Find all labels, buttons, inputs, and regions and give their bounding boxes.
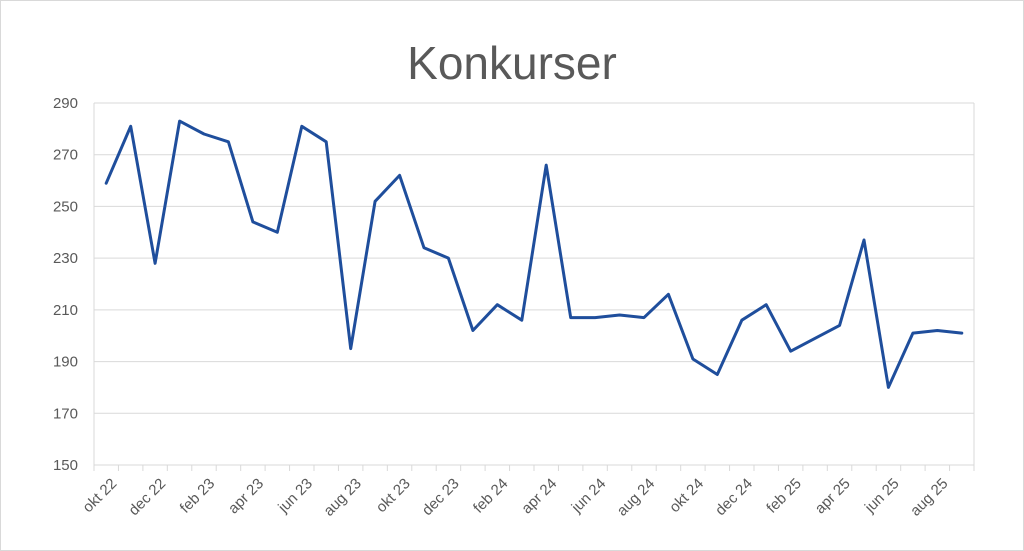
x-tick-label: aug 24 xyxy=(614,475,658,519)
data-point xyxy=(789,350,792,353)
x-tick-label: aug 25 xyxy=(907,475,951,519)
y-tick-label: 170 xyxy=(53,405,78,422)
data-point xyxy=(594,316,597,319)
x-tick-label: jun 23 xyxy=(274,475,316,517)
grid-lines xyxy=(94,102,974,414)
data-point xyxy=(911,332,914,335)
data-point xyxy=(227,140,230,143)
y-tick-label: 190 xyxy=(53,354,78,371)
data-point xyxy=(203,133,206,136)
data-point xyxy=(691,357,694,360)
data-point xyxy=(814,337,817,340)
data-point xyxy=(520,319,523,322)
data-point xyxy=(374,200,377,203)
y-tick-labels: 150 170 190 210 230 250 270 290 xyxy=(53,95,78,474)
data-point xyxy=(447,257,450,260)
x-tick-label: jun 25 xyxy=(861,475,903,517)
chart-title: Konkurser xyxy=(407,37,617,89)
x-tick-label: feb 23 xyxy=(177,475,219,517)
data-point xyxy=(276,231,279,234)
x-tick-label: apr 25 xyxy=(812,475,854,517)
data-point xyxy=(423,246,426,249)
data-point xyxy=(545,164,548,167)
data-point xyxy=(667,293,670,296)
data-point xyxy=(740,319,743,322)
data-point xyxy=(765,303,768,306)
data-point xyxy=(569,316,572,319)
x-tick-label: jun 24 xyxy=(568,475,610,517)
data-point xyxy=(643,316,646,319)
data-point xyxy=(398,174,401,177)
data-point xyxy=(154,262,157,265)
y-tick-label: 230 xyxy=(53,250,78,267)
x-tick-label: aug 23 xyxy=(320,475,364,519)
series-layer xyxy=(104,119,964,389)
x-tick-label: feb 24 xyxy=(470,475,512,517)
data-point xyxy=(251,220,254,223)
y-tick-label: 270 xyxy=(53,147,78,164)
data-point xyxy=(716,373,719,376)
axes xyxy=(93,103,975,471)
x-tick-label: apr 24 xyxy=(518,475,560,517)
data-point xyxy=(863,239,866,242)
data-point xyxy=(936,329,939,332)
series-line xyxy=(104,119,964,389)
y-tick-label: 150 xyxy=(53,457,78,474)
data-point xyxy=(325,140,328,143)
y-tick-label: 290 xyxy=(53,95,78,112)
y-tick-label: 210 xyxy=(53,302,78,319)
x-tick-label: okt 23 xyxy=(373,475,414,516)
x-tick-label: dec 22 xyxy=(125,475,169,519)
data-point xyxy=(105,182,108,185)
data-point xyxy=(618,314,621,317)
y-tick-label: 250 xyxy=(53,198,78,215)
data-point xyxy=(887,386,890,389)
x-tick-label: dec 24 xyxy=(712,475,756,519)
x-tick-label: okt 22 xyxy=(79,475,120,516)
data-point xyxy=(496,303,499,306)
data-point xyxy=(178,120,181,123)
x-tick-label: feb 25 xyxy=(763,475,805,517)
x-tick-label: okt 24 xyxy=(666,475,707,516)
data-point xyxy=(300,125,303,128)
data-point xyxy=(838,324,841,327)
x-tick-labels: okt 22 dec 22 feb 23 apr 23 jun 23 aug 23 okt … xyxy=(79,475,951,519)
data-point xyxy=(471,329,474,332)
data-point xyxy=(960,332,963,335)
x-tick-label: apr 23 xyxy=(225,475,267,517)
x-tick-label: dec 23 xyxy=(419,475,463,519)
data-point xyxy=(129,125,132,128)
data-point xyxy=(349,347,352,350)
